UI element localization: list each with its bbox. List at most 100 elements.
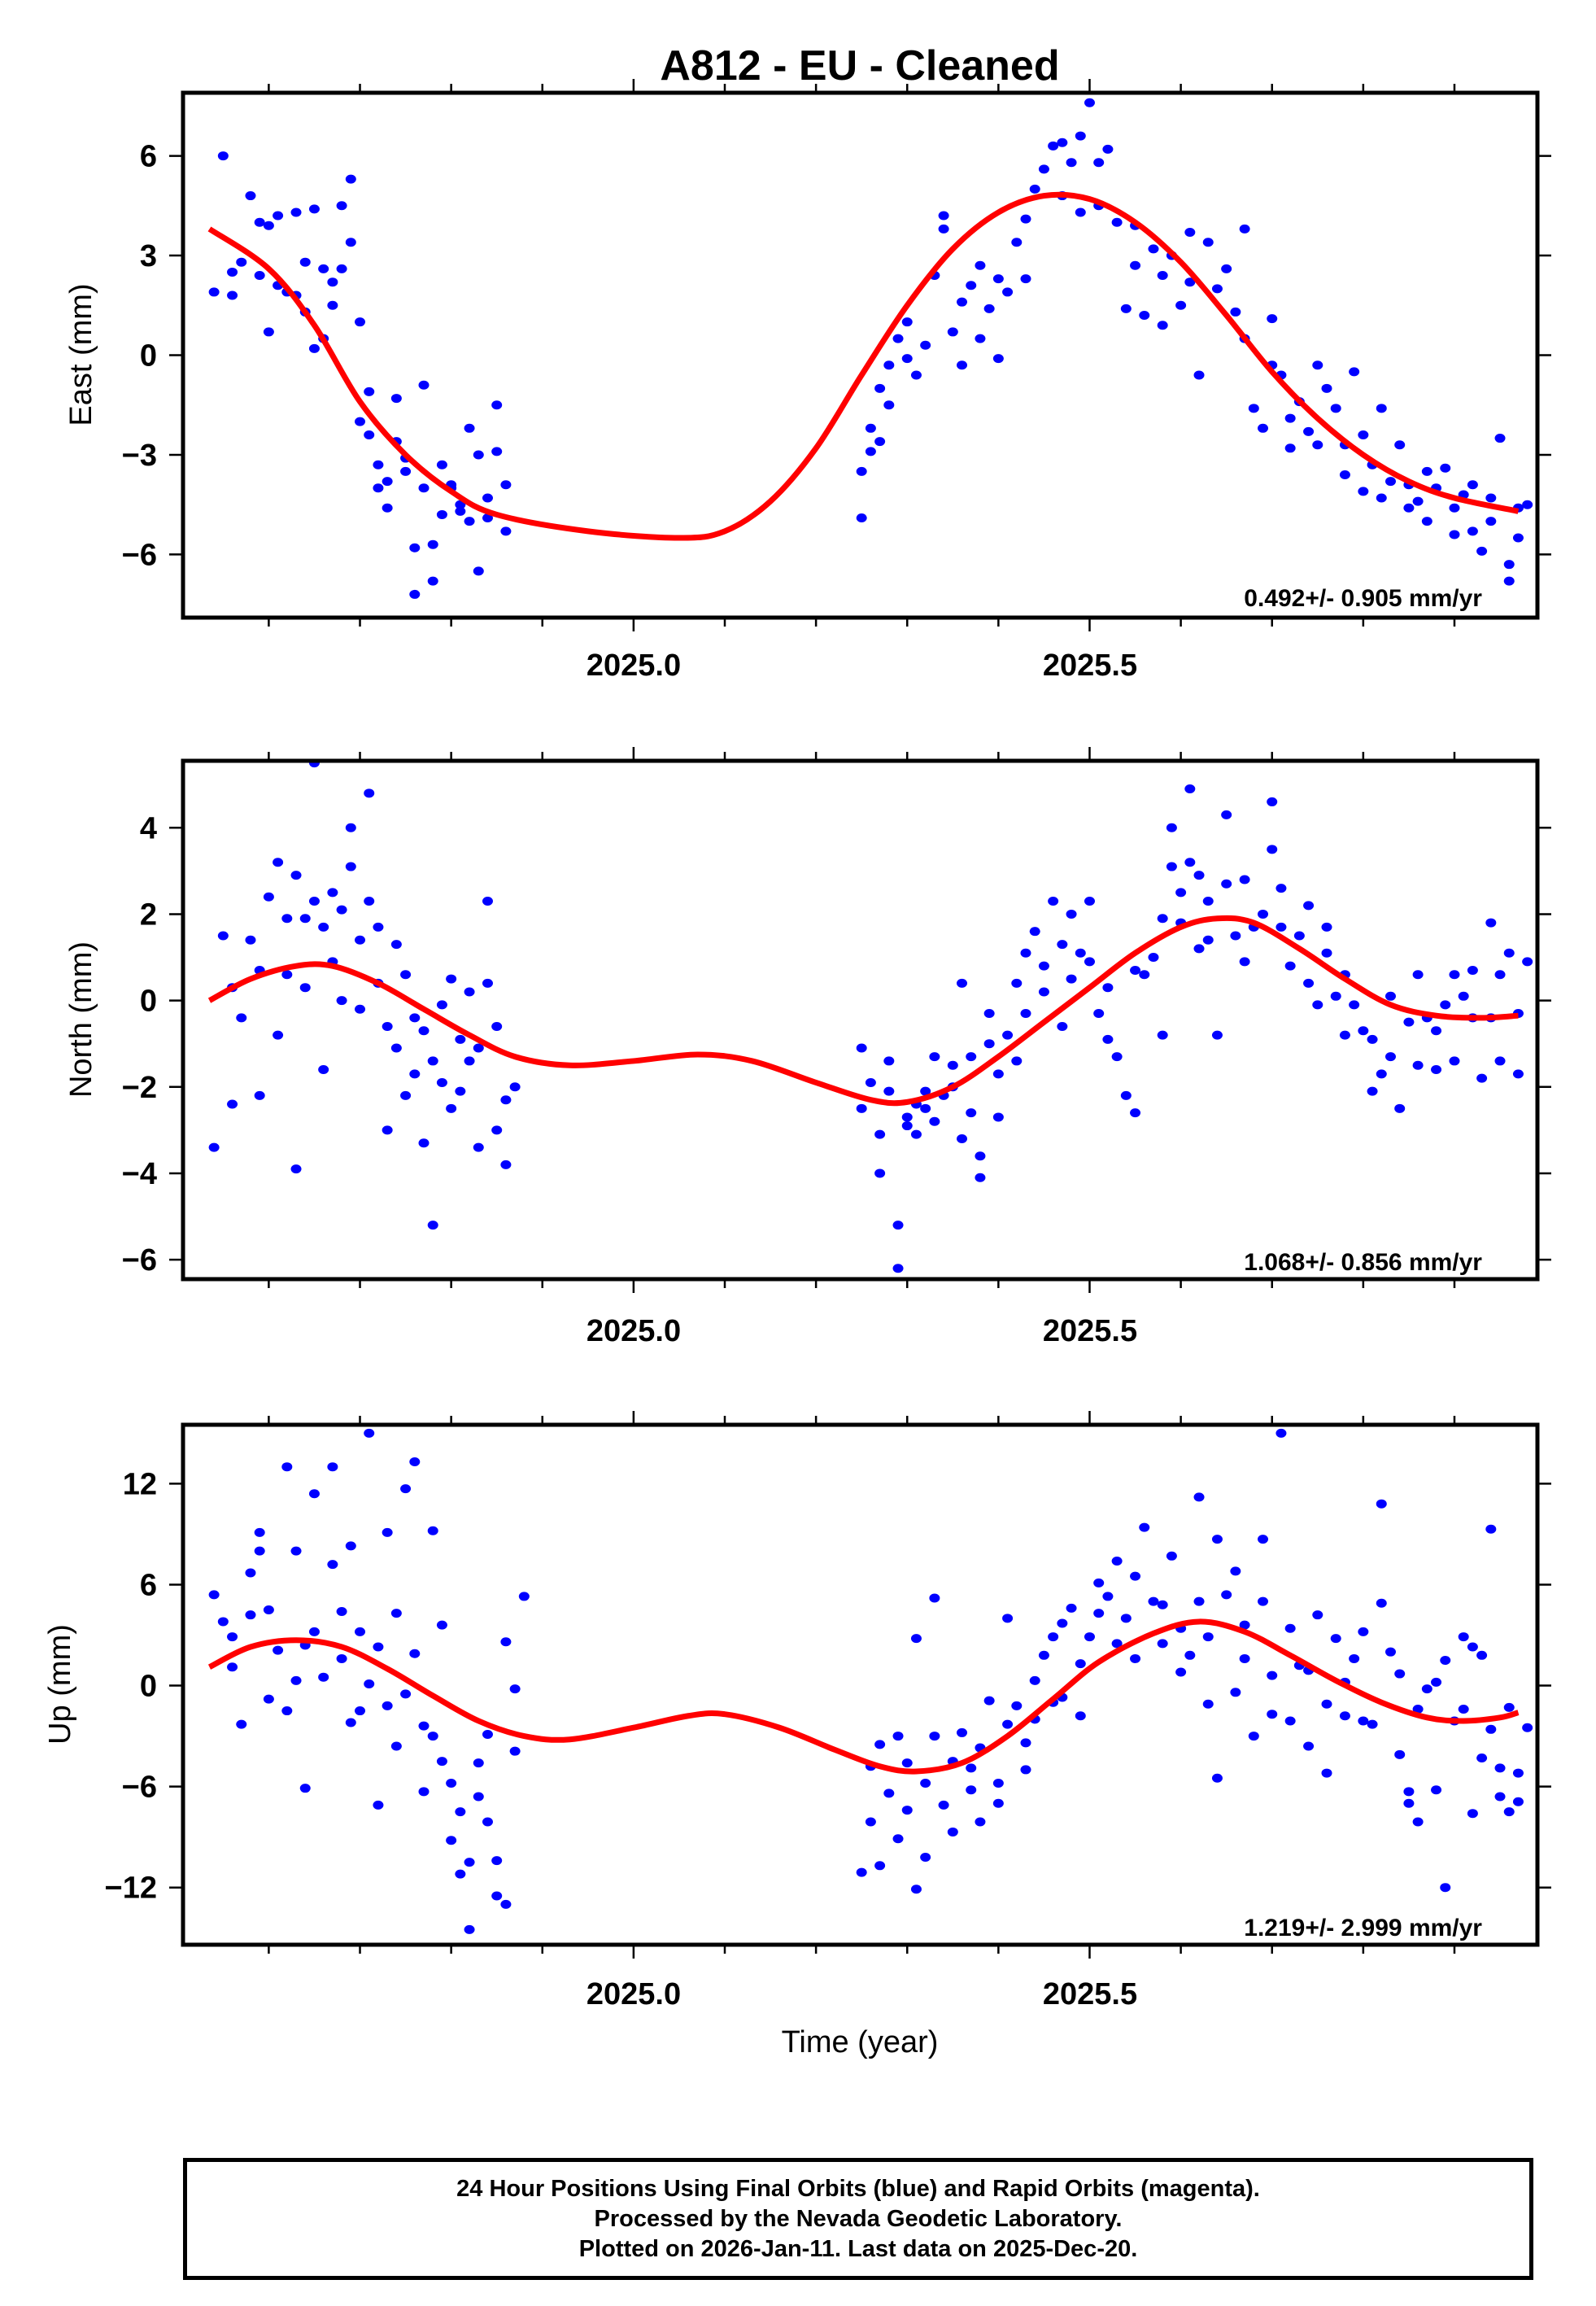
data-point bbox=[883, 400, 895, 410]
data-points bbox=[207, 1428, 1533, 1934]
data-point bbox=[910, 1885, 922, 1894]
data-point bbox=[1193, 370, 1205, 380]
data-point bbox=[1075, 131, 1086, 141]
y-tick-label: −6 bbox=[122, 538, 157, 572]
data-point bbox=[491, 400, 503, 410]
data-point bbox=[1202, 935, 1214, 945]
data-point bbox=[1166, 862, 1177, 871]
data-point bbox=[427, 1732, 438, 1741]
data-point bbox=[1312, 360, 1323, 370]
data-point bbox=[1148, 1596, 1159, 1606]
data-point bbox=[464, 987, 475, 997]
data-point bbox=[273, 858, 284, 867]
data-point bbox=[345, 823, 356, 832]
data-point bbox=[263, 1605, 274, 1614]
footer-orbits-note: 24 Hour Positions Using Final Orbits (bl… bbox=[456, 2175, 1260, 2202]
data-point bbox=[1048, 1632, 1059, 1642]
data-point bbox=[336, 1607, 347, 1617]
data-point bbox=[892, 1834, 904, 1844]
data-point bbox=[1312, 1610, 1323, 1620]
data-point bbox=[427, 1221, 438, 1230]
data-point bbox=[1494, 1792, 1506, 1802]
data-point bbox=[1093, 1609, 1105, 1618]
data-point bbox=[1512, 1797, 1524, 1806]
chart-title: A812 - EU - Cleaned bbox=[660, 42, 1059, 90]
data-point bbox=[473, 450, 484, 460]
data-point bbox=[1011, 978, 1023, 988]
data-point bbox=[1239, 1653, 1250, 1663]
data-point bbox=[1321, 948, 1332, 958]
data-point bbox=[1458, 991, 1469, 1001]
data-point bbox=[1166, 1551, 1177, 1561]
data-point bbox=[281, 1706, 293, 1716]
data-point bbox=[910, 370, 922, 380]
data-point bbox=[482, 1730, 493, 1740]
data-point bbox=[436, 1620, 447, 1630]
data-point bbox=[373, 922, 384, 932]
data-point bbox=[1485, 493, 1497, 503]
data-point bbox=[1385, 1052, 1396, 1062]
data-point bbox=[318, 264, 329, 273]
data-point bbox=[975, 334, 986, 343]
data-point bbox=[983, 1009, 995, 1019]
data-point bbox=[1093, 158, 1105, 168]
data-point bbox=[1367, 1034, 1378, 1044]
rate-label-east: 0.492+/- 0.905 mm/yr bbox=[1244, 585, 1482, 612]
data-point bbox=[1139, 970, 1150, 980]
data-point bbox=[327, 1462, 338, 1472]
data-point bbox=[1458, 1632, 1469, 1642]
data-point bbox=[418, 380, 430, 390]
data-point bbox=[1267, 797, 1278, 806]
data-point bbox=[1284, 1716, 1296, 1726]
data-point bbox=[1202, 1699, 1214, 1709]
data-point bbox=[500, 526, 512, 536]
data-point bbox=[1130, 1571, 1141, 1581]
model-curve bbox=[207, 1618, 1520, 1775]
data-point bbox=[281, 914, 293, 924]
data-point bbox=[1330, 1634, 1341, 1644]
data-point bbox=[957, 1133, 968, 1143]
data-point bbox=[1011, 1056, 1023, 1066]
data-point bbox=[1284, 413, 1296, 423]
data-point bbox=[1512, 1069, 1524, 1079]
data-point bbox=[910, 1129, 922, 1139]
data-point bbox=[910, 1634, 922, 1644]
data-point bbox=[992, 1778, 1004, 1788]
data-point bbox=[1412, 1060, 1424, 1070]
data-point bbox=[1057, 940, 1068, 950]
data-point bbox=[1157, 1639, 1168, 1649]
y-tick-label: 0 bbox=[140, 1670, 157, 1704]
data-point bbox=[290, 1164, 302, 1174]
data-point bbox=[1303, 426, 1315, 436]
east-panel: East (mm) 0.492+/- 0.905 mm/yr 2025.0 20… bbox=[64, 79, 1551, 683]
data-point bbox=[1467, 965, 1478, 975]
data-point bbox=[1321, 1699, 1332, 1709]
data-point bbox=[1258, 909, 1269, 919]
data-point bbox=[364, 387, 375, 396]
data-point bbox=[1267, 845, 1278, 854]
data-point bbox=[464, 423, 475, 433]
data-point bbox=[1421, 466, 1432, 476]
data-point bbox=[1048, 141, 1059, 151]
data-point bbox=[947, 1827, 958, 1837]
data-point bbox=[1412, 496, 1424, 506]
data-point bbox=[355, 317, 366, 327]
data-point bbox=[1075, 207, 1086, 217]
data-point bbox=[983, 304, 995, 313]
data-point bbox=[355, 417, 366, 426]
data-point bbox=[355, 1004, 366, 1014]
data-point bbox=[1166, 823, 1177, 832]
data-point bbox=[318, 922, 329, 932]
data-point bbox=[254, 1090, 265, 1100]
y-tick-label: −3 bbox=[122, 439, 157, 473]
y-tick-label: 0 bbox=[140, 339, 157, 373]
data-point bbox=[1467, 1809, 1478, 1819]
data-point bbox=[1020, 948, 1031, 958]
data-point bbox=[1202, 897, 1214, 906]
data-point bbox=[263, 327, 274, 337]
data-point bbox=[308, 204, 320, 214]
data-point bbox=[992, 274, 1004, 284]
data-point bbox=[1284, 961, 1296, 971]
data-point bbox=[1075, 1659, 1086, 1669]
data-point bbox=[874, 1129, 886, 1139]
